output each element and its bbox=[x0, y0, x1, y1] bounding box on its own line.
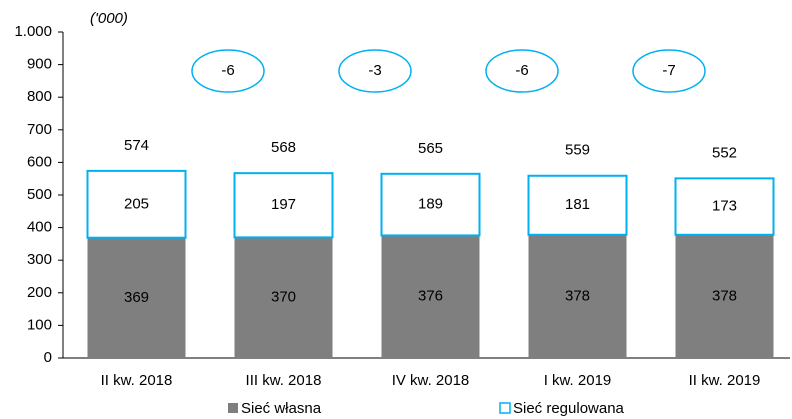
value-label: 205 bbox=[124, 195, 149, 212]
y-tick-label: 100 bbox=[27, 316, 52, 333]
y-tick-label: 0 bbox=[44, 349, 52, 366]
total-label: 568 bbox=[271, 139, 296, 156]
bar-segment bbox=[86, 169, 187, 239]
value-label: 376 bbox=[418, 288, 443, 305]
y-tick-label: 700 bbox=[27, 121, 52, 138]
annotation-bubble bbox=[191, 49, 265, 93]
bar-segment bbox=[380, 172, 481, 237]
bar-segment bbox=[528, 234, 627, 358]
y-tick-label: 1.000 bbox=[14, 23, 52, 40]
bar-segment bbox=[234, 237, 333, 358]
annotation: -3 bbox=[368, 62, 381, 79]
y-tick-label: 400 bbox=[27, 219, 52, 236]
value-label: 369 bbox=[124, 289, 149, 306]
x-tick-label: II kw. 2018 bbox=[101, 372, 173, 389]
legend-swatch bbox=[499, 402, 511, 414]
annotation: -6 bbox=[515, 62, 528, 79]
annotation-bubble bbox=[632, 49, 706, 93]
bar-segment bbox=[87, 237, 186, 358]
value-label: 181 bbox=[565, 196, 590, 213]
value-label: 197 bbox=[271, 196, 296, 213]
bar-segment bbox=[381, 235, 480, 358]
annotation-bubble bbox=[485, 49, 559, 93]
y-tick-label: 900 bbox=[27, 56, 52, 73]
legend-label: Sieć regulowana bbox=[513, 400, 625, 417]
y-tick-label: 600 bbox=[27, 153, 52, 170]
bar-segment bbox=[233, 172, 334, 239]
unit-label: ('000) bbox=[90, 10, 128, 27]
y-tick-label: 200 bbox=[27, 284, 52, 301]
value-label: 370 bbox=[271, 289, 296, 306]
total-label: 565 bbox=[418, 140, 443, 157]
y-tick-label: 300 bbox=[27, 251, 52, 268]
value-label: 173 bbox=[712, 198, 737, 215]
annotation: -6 bbox=[221, 62, 234, 79]
y-tick-label: 800 bbox=[27, 88, 52, 105]
x-tick-label: III kw. 2018 bbox=[246, 372, 322, 389]
y-tick-label: 500 bbox=[27, 186, 52, 203]
legend-label: Sieć własna bbox=[241, 400, 322, 417]
x-tick-label: II kw. 2019 bbox=[689, 372, 761, 389]
annotation: -7 bbox=[662, 62, 675, 79]
bar-segment bbox=[675, 234, 774, 358]
total-label: 559 bbox=[565, 142, 590, 159]
annotation-bubble bbox=[338, 49, 412, 93]
total-label: 552 bbox=[712, 144, 737, 161]
value-label: 378 bbox=[565, 287, 590, 304]
x-tick-label: I kw. 2019 bbox=[544, 372, 612, 389]
x-tick-label: IV kw. 2018 bbox=[392, 372, 470, 389]
legend-swatch bbox=[228, 403, 238, 413]
bar-segment bbox=[674, 177, 775, 236]
value-label: 378 bbox=[712, 287, 737, 304]
bar-segment bbox=[527, 174, 628, 236]
value-label: 189 bbox=[418, 196, 443, 213]
total-label: 574 bbox=[124, 137, 149, 154]
